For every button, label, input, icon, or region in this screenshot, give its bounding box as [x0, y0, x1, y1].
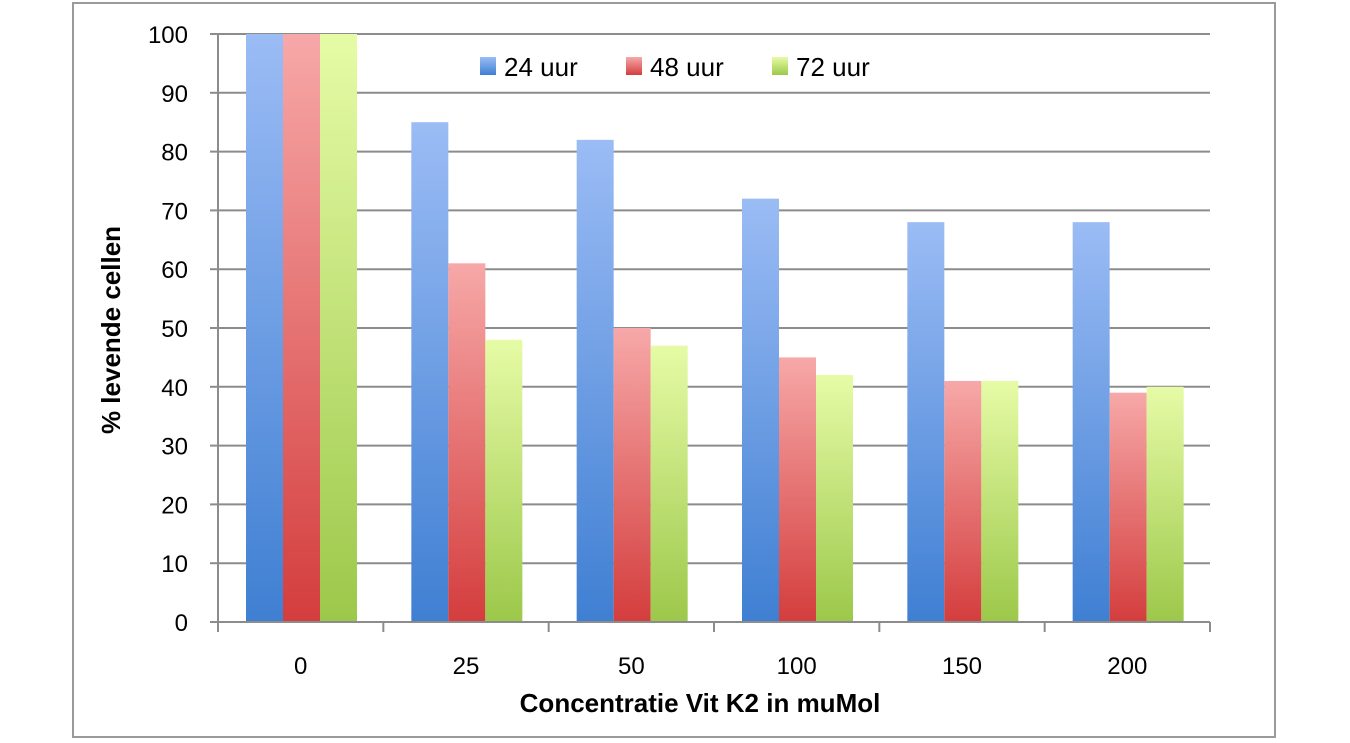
x-tick-label: 25	[453, 653, 480, 680]
bar-48-uur-150	[944, 380, 982, 622]
bar-48-uur-200	[1109, 392, 1147, 622]
bar-72-uur-100	[816, 375, 853, 622]
bar-24-uur-0	[246, 34, 283, 622]
bar-48-uur-25	[448, 263, 486, 622]
bar-24-uur-200	[1072, 222, 1110, 622]
bar-48-uur-0	[283, 34, 320, 622]
gridlines	[218, 33, 1210, 623]
y-tick-label: 70	[161, 198, 188, 225]
x-tick-label: 100	[777, 653, 817, 680]
y-axis-title: % levende cellen	[96, 226, 126, 434]
bar-24-uur-150	[907, 222, 945, 622]
bar-24-uur-50	[576, 139, 614, 622]
legend-label: 24 uur	[504, 52, 578, 82]
legend-swatch	[772, 57, 788, 75]
x-tick-label: 200	[1107, 653, 1147, 680]
bar-48-uur-50	[613, 328, 651, 622]
bars	[246, 34, 1184, 622]
y-tick-label: 80	[161, 140, 188, 167]
y-tick-label: 0	[175, 610, 188, 637]
bar-72-uur-50	[650, 345, 688, 622]
y-tick-label: 100	[148, 22, 188, 49]
x-tick-label: 0	[294, 653, 307, 680]
legend-label: 72 uur	[796, 52, 870, 82]
y-tick-label: 20	[161, 492, 188, 519]
bar-72-uur-200	[1146, 386, 1184, 622]
y-tick-label: 50	[161, 316, 188, 343]
y-tick-label: 30	[161, 434, 188, 461]
legend-label: 48 uur	[650, 52, 724, 82]
x-tick-label: 50	[618, 653, 645, 680]
y-tick-label: 10	[161, 551, 188, 578]
y-tick-label: 60	[161, 257, 188, 284]
x-axis-title: Concentratie Vit K2 in muMol	[520, 688, 881, 718]
bar-72-uur-150	[981, 380, 1019, 622]
bar-48-uur-100	[779, 357, 816, 622]
y-tick-label: 90	[161, 81, 188, 108]
legend: 24 uur 48 uur 72 uur	[480, 52, 870, 82]
bar-72-uur-0	[320, 34, 357, 622]
bar-24-uur-100	[742, 198, 779, 622]
legend-swatch	[480, 57, 496, 75]
legend-swatch	[626, 57, 642, 75]
x-tick-label: 150	[942, 653, 982, 680]
y-tick-label: 40	[161, 375, 188, 402]
bar-24-uur-25	[411, 122, 449, 622]
axes: 0 10 20 30 40 50 60 70 80 90 100 0 25 50 100 150 200	[148, 22, 1211, 680]
bar-72-uur-25	[485, 339, 523, 622]
